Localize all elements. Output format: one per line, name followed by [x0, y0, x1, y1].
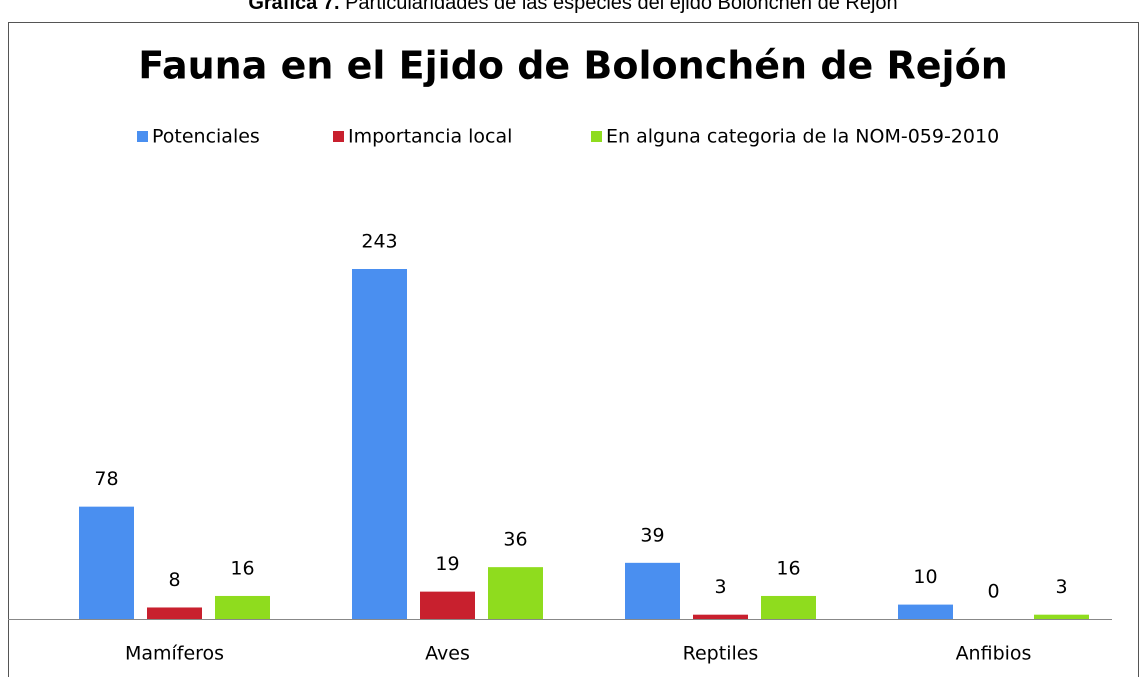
caption-label: Gráfica 7. [248, 0, 339, 14]
bar [147, 607, 202, 619]
legend-swatch [333, 131, 344, 142]
x-tick-label: Mamíferos [125, 643, 224, 665]
legend-label: Importancia local [348, 126, 512, 148]
data-label: 16 [776, 557, 800, 579]
chart-title: Fauna en el Ejido de Bolonchén de Rejón [138, 44, 1008, 88]
legend-swatch [591, 131, 602, 142]
chart-border [8, 22, 1139, 677]
bar [215, 595, 270, 619]
data-label: 39 [640, 524, 664, 546]
x-tick-label: Anfibios [956, 643, 1032, 665]
bar [761, 595, 816, 619]
bar [488, 567, 543, 619]
bar [1034, 614, 1089, 619]
legend-label: Potenciales [152, 126, 260, 148]
bar [898, 604, 953, 619]
legend-label: En alguna categoria de la NOM-059-2010 [606, 126, 999, 148]
bar [420, 591, 475, 619]
legend-swatch [137, 131, 148, 142]
data-label: 16 [230, 557, 254, 579]
data-label: 243 [361, 231, 397, 253]
data-label: 78 [94, 468, 118, 490]
x-tick-label: Reptiles [683, 643, 759, 665]
data-label: 10 [913, 566, 937, 588]
data-label: 0 [987, 581, 999, 603]
data-label: 36 [503, 529, 527, 551]
data-label: 3 [1055, 576, 1067, 598]
bar [693, 614, 748, 619]
bar [352, 269, 407, 619]
data-label: 8 [168, 569, 180, 591]
bar [625, 562, 680, 619]
bar [79, 506, 134, 619]
data-label: 3 [714, 576, 726, 598]
data-label: 19 [435, 553, 459, 575]
x-tick-label: Aves [425, 643, 470, 665]
caption-text: Particularidades de las especies del eji… [345, 0, 898, 14]
caption: Gráfica 7. Particularidades de las espec… [248, 0, 897, 14]
